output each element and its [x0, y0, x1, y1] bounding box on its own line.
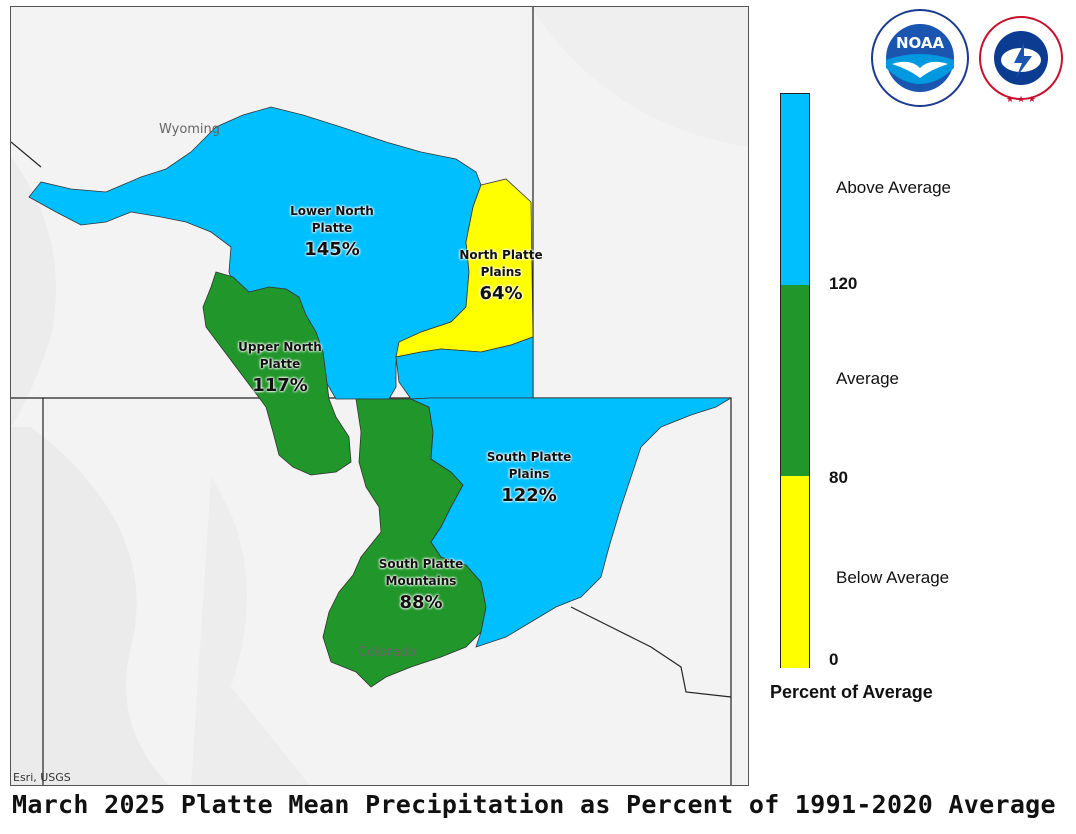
legend-swatch-below-average: [781, 476, 809, 668]
legend-label-below-average: Below Average: [836, 568, 950, 587]
basin-value: 88%: [399, 592, 443, 613]
legend-color-bar: [780, 93, 810, 668]
nws-logo-icon: ★ ★ ★: [979, 16, 1063, 105]
basin-name: North Platte Plains: [459, 248, 543, 279]
noaa-logo-icon: [871, 9, 969, 107]
state-label-wyoming: Wyoming: [159, 122, 221, 137]
basin-label-south-platte-mountains: South Platte Mountains 88%: [371, 556, 471, 616]
state-label-colorado: Colorado: [358, 645, 417, 660]
basin-label-north-platte-plains: North Platte Plains 64%: [451, 247, 551, 307]
basin-value: 145%: [304, 239, 360, 260]
basin-name: Upper North Platte: [238, 340, 322, 371]
basin-south-platte-plains[interactable]: [410, 397, 733, 648]
terrain-shading: [11, 7, 748, 785]
basin-name: Lower North Platte: [290, 204, 374, 235]
legend-tick-120: 120: [829, 274, 858, 293]
legend-tick-0: 0: [829, 650, 839, 669]
basin-name: South Platte Mountains: [378, 557, 464, 588]
nws-logo: ★ ★ ★: [978, 8, 1064, 108]
legend-tick-80: 80: [829, 468, 848, 487]
basin-north-platte-gap[interactable]: [395, 336, 534, 400]
svg-text:★ ★ ★: ★ ★ ★: [1006, 95, 1036, 105]
legend-label-above-average: Above Average: [836, 178, 951, 197]
map-frame[interactable]: Wyoming Colorado Lower North Platte 145%…: [10, 6, 749, 786]
noaa-logo: NOAA: [870, 8, 970, 108]
legend-title: Percent of Average: [770, 682, 933, 702]
legend-swatch-above-average: [781, 94, 809, 286]
basin-polygons: [28, 106, 733, 688]
page-title: March 2025 Platte Mean Precipitation as …: [12, 790, 1056, 819]
basin-label-lower-north-platte: Lower North Platte 145%: [273, 203, 391, 263]
basin-label-upper-north-platte: Upper North Platte 117%: [230, 339, 330, 399]
map-canvas[interactable]: [11, 7, 749, 786]
noaa-logo-text: NOAA: [895, 34, 945, 52]
basin-value: 64%: [479, 283, 523, 304]
legend-swatch-average: [781, 285, 809, 476]
basin-value: 122%: [501, 485, 557, 506]
basin-label-south-platte-plains: South Platte Plains 122%: [479, 449, 579, 509]
legend-label-average: Average: [836, 369, 900, 388]
basin-name: South Platte Plains: [486, 450, 572, 481]
map-attribution: Esri, USGS: [13, 771, 71, 784]
basin-value: 117%: [252, 375, 308, 396]
basin-upper-north-platte[interactable]: [202, 271, 352, 476]
